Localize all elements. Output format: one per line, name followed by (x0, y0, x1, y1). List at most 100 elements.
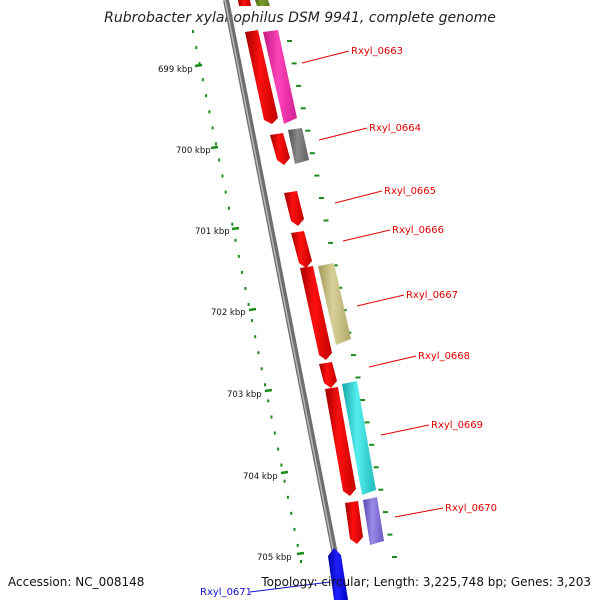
scale-dot (283, 479, 286, 483)
scale-dot (234, 238, 237, 242)
kbp-label-700: 700 kbp (176, 146, 211, 156)
svg-text:Rxyl_0663[interactable]: Rxyl_0663 (351, 46, 403, 57)
gene-label-rxyl-0665[interactable]: Rxyl_0665 (334, 186, 436, 204)
kbp-tick (210, 145, 219, 150)
scale-dot (205, 94, 208, 98)
scale-dot (273, 431, 276, 435)
kbp-tick (264, 388, 273, 393)
feature-cyan[interactable] (342, 381, 376, 495)
scale-dot (296, 84, 302, 87)
cds-arrow[interactable] (300, 266, 332, 360)
scale-dot (208, 110, 211, 114)
scale-dot (267, 399, 270, 403)
scale-dot (350, 354, 356, 357)
scale-dot (360, 399, 365, 401)
scale-dot (328, 241, 334, 244)
feature-gray[interactable] (288, 128, 309, 164)
scale-dot (231, 222, 234, 226)
kbp-labels: 699 kbp 700 kbp 701 kbp 702 kbp 703 kbp … (158, 65, 292, 563)
accession-text: Accession: NC_008148 (8, 575, 144, 589)
kbp-label-699: 699 kbp (158, 65, 193, 75)
scale-dot (201, 78, 204, 82)
scale-dot (319, 197, 324, 199)
svg-text:Rxyl_0670[interactable]: Rxyl_0670 (445, 503, 497, 514)
scale-dot (305, 129, 311, 132)
scale-dot (221, 174, 224, 178)
kbp-label-701: 701 kbp (195, 227, 230, 237)
kbp-tick (296, 551, 305, 556)
scale-dot (228, 206, 230, 210)
scale-dot (244, 287, 247, 290)
gene-label-rxyl-0670[interactable]: Rxyl_0670 (394, 503, 497, 518)
cds-arrow[interactable] (345, 501, 363, 544)
scale-dot (254, 335, 257, 339)
scale-dot (364, 421, 370, 424)
cds-arrow[interactable] (291, 231, 312, 268)
gene-label-rxyl-0668[interactable]: Rxyl_0668 (368, 351, 470, 368)
kbp-ticks (194, 63, 305, 556)
kbp-label-703: 703 kbp (227, 390, 262, 400)
svg-text:Rxyl_0669[interactable]: Rxyl_0669 (431, 420, 483, 431)
cds-arrow[interactable] (325, 387, 356, 496)
cds-arrow[interactable] (238, 0, 251, 6)
kbp-label-704: 704 kbp (243, 472, 278, 482)
feature-track (255, 0, 384, 545)
svg-text:Rxyl_0671[interactable]: Rxyl_0671 (200, 587, 252, 598)
scale-dot (195, 46, 198, 50)
scale-dot (369, 443, 375, 446)
scale-dot (355, 376, 361, 379)
scale-dot (309, 152, 315, 155)
cds-arrow-reverse[interactable] (328, 548, 348, 600)
scale-dot (373, 466, 379, 469)
gene-label-rxyl-0671[interactable]: Rxyl_0671 (200, 581, 331, 598)
cds-arrow[interactable] (319, 362, 337, 388)
cds-arrow[interactable] (284, 191, 304, 226)
scale-dot (224, 190, 227, 194)
kbp-tick (194, 63, 203, 68)
gene-label-rxyl-0666[interactable]: Rxyl_0666 (342, 225, 444, 242)
scale-dot (237, 254, 240, 258)
cds-track (238, 0, 363, 600)
cds-arrow[interactable] (270, 133, 290, 165)
scale-dot (378, 488, 384, 491)
scale-dot (218, 158, 221, 162)
scale-dot (337, 286, 343, 289)
feature-olive[interactable] (255, 0, 270, 6)
scale-dot (241, 270, 244, 274)
scale-dot (332, 264, 338, 267)
gene-label-rxyl-0667[interactable]: Rxyl_0667 (356, 290, 458, 307)
cds-arrow[interactable] (245, 30, 278, 124)
scale-dot (286, 495, 289, 499)
gene-label-rxyl-0663[interactable]: Rxyl_0663 (301, 46, 403, 64)
scale-dot (214, 142, 217, 146)
scale-dot (250, 319, 253, 323)
scale-dot (264, 383, 266, 387)
feature-purple[interactable] (363, 497, 384, 545)
svg-text:Rxyl_0666[interactable]: Rxyl_0666 (392, 225, 444, 236)
scale-dot (198, 62, 201, 66)
scale-dot (291, 62, 297, 65)
feature-magenta[interactable] (263, 30, 297, 124)
topology-text: Topology: circular; Length: 3,225,748 bp… (260, 575, 591, 589)
gene-label-rxyl-0669[interactable]: Rxyl_0669 (380, 420, 483, 436)
scale-dot (260, 367, 263, 371)
gene-label-rxyl-0664[interactable]: Rxyl_0664 (318, 123, 421, 141)
scale-dot (257, 351, 260, 355)
scale-dot (287, 40, 292, 42)
svg-text:Rxyl_0667[interactable]: Rxyl_0667 (406, 290, 458, 301)
svg-text:Rxyl_0665[interactable]: Rxyl_0665 (384, 186, 436, 197)
scale-dot (247, 303, 250, 306)
scale-dot (277, 447, 280, 451)
svg-text:Rxyl_0664[interactable]: Rxyl_0664 (369, 123, 421, 134)
scale-dot (314, 174, 320, 177)
scale-dot (323, 219, 329, 222)
kbp-label-702: 702 kbp (211, 308, 246, 318)
scale-dot (387, 533, 393, 536)
map-title: Rubrobacter xylanophilus DSM 9941, compl… (104, 10, 496, 26)
feature-khaki[interactable] (318, 263, 351, 345)
scale-dot (290, 511, 293, 515)
svg-text:Rxyl_0668[interactable]: Rxyl_0668 (418, 351, 470, 362)
scale-dot (211, 126, 214, 130)
scale-dot (280, 463, 283, 467)
kbp-tick (248, 307, 257, 312)
